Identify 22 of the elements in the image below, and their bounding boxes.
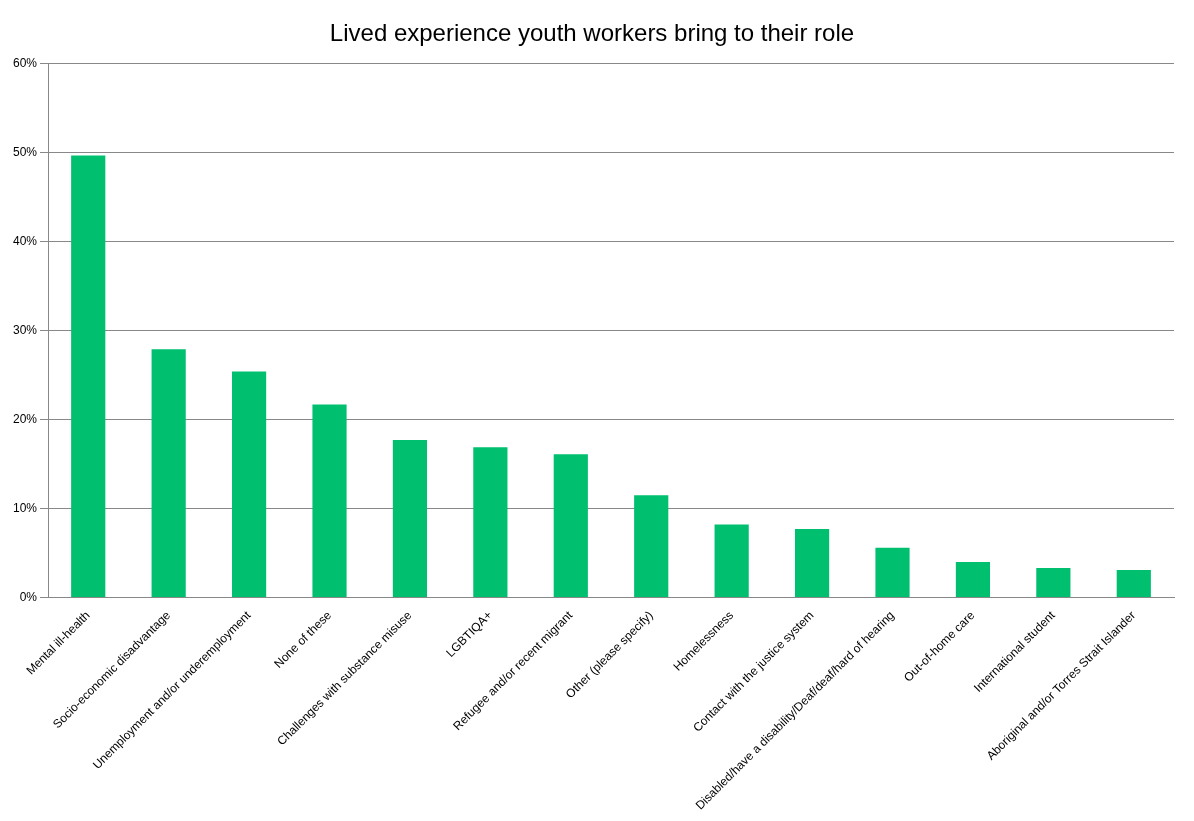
y-tick-label: 50% bbox=[12, 145, 38, 160]
bar bbox=[151, 349, 186, 597]
bar bbox=[634, 495, 669, 597]
bar bbox=[473, 447, 508, 597]
bar bbox=[794, 528, 830, 597]
bar bbox=[1116, 569, 1151, 597]
y-tick-label: 40% bbox=[12, 234, 38, 248]
bar bbox=[392, 440, 428, 597]
bar bbox=[71, 155, 106, 597]
bar bbox=[553, 454, 588, 597]
y-tick-label: 20% bbox=[12, 411, 38, 426]
bar bbox=[955, 561, 991, 597]
chart-title: Lived experience youth workers bring to their role bbox=[329, 19, 855, 47]
y-tick-label: 10% bbox=[12, 500, 38, 515]
y-tick-label: 0% bbox=[19, 589, 38, 604]
bar bbox=[232, 371, 267, 597]
bar bbox=[714, 524, 749, 597]
bar bbox=[312, 404, 347, 597]
y-tick-label: 60% bbox=[12, 56, 38, 71]
bar bbox=[1036, 568, 1071, 597]
y-tick-label: 30% bbox=[12, 322, 38, 337]
bar bbox=[875, 547, 910, 597]
